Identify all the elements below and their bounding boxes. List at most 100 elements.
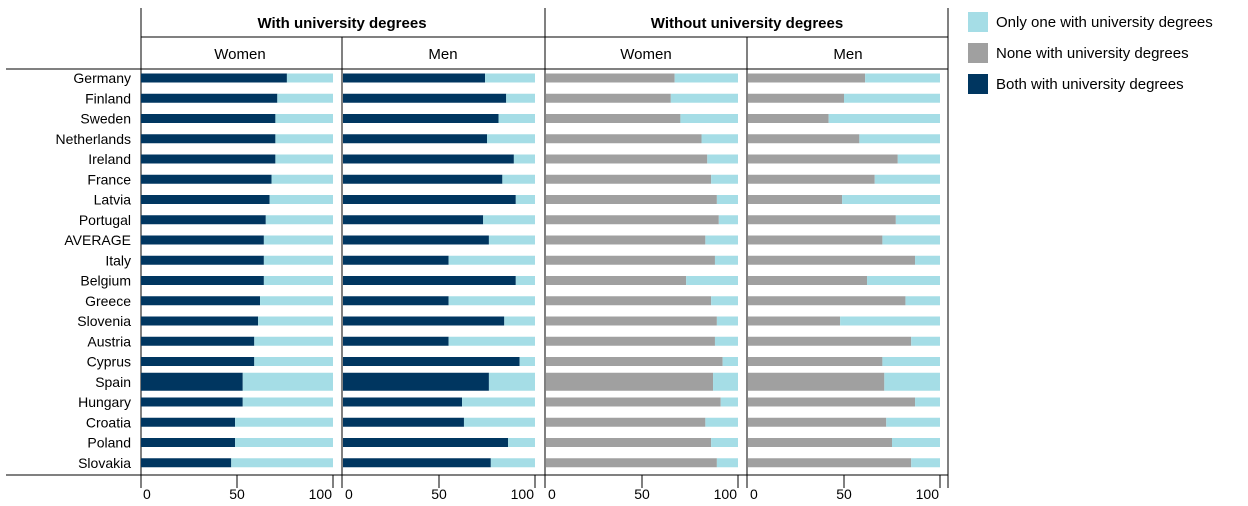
bar-only-one-with-university-degrees-women-spain [242,372,333,391]
bar-only-one-with-university-degrees-men-spain [884,372,940,391]
category-label-portugal: Portugal [79,212,131,228]
bar-only-one-with-university-degrees-men-portugal [483,215,535,225]
bar-only-one-with-university-degrees-women-portugal [718,215,738,225]
bar-none-with-university-degrees-men-finland [748,93,844,103]
x-tick-label: 0 [548,486,556,502]
bar-both-with-university-degrees-women-hungary [141,397,243,407]
bar-none-with-university-degrees-women-spain [546,372,714,391]
category-label-finland: Finland [85,90,131,106]
bar-none-with-university-degrees-women-ireland [546,154,708,164]
bar-only-one-with-university-degrees-women-spain [713,372,738,391]
bar-none-with-university-degrees-women-cyprus [546,357,723,366]
bar-none-with-university-degrees-men-portugal [748,215,896,225]
bar-both-with-university-degrees-women-croatia [141,417,236,427]
category-label-croatia: Croatia [86,414,131,430]
subgroup-label-with-men: Men [428,46,457,63]
bar-none-with-university-degrees-women-croatia [546,417,706,427]
x-tick-label: 100 [511,486,535,502]
x-axis-ticks: 0 50 100 0 50 100 0 50 100 0 50 100 [143,475,941,502]
bar-both-with-university-degrees-women-poland [141,438,236,447]
bar-only-one-with-university-degrees-women-average [705,235,738,245]
bar-none-with-university-degrees-men-sweden [748,114,829,123]
bar-none-with-university-degrees-women-slovakia [546,458,717,468]
category-label-netherlands: Netherlands [56,131,132,147]
bar-both-with-university-degrees-men-spain [343,372,489,391]
bar-none-with-university-degrees-women-hungary [546,397,721,407]
bar-both-with-university-degrees-men-portugal [343,215,484,225]
category-label-latvia: Latvia [94,192,132,208]
bar-none-with-university-degrees-men-latvia [748,195,843,204]
legend-swatch-both-with-university-degrees [968,74,988,94]
bar-only-one-with-university-degrees-men-average [488,235,535,245]
bar-both-with-university-degrees-women-ireland [141,154,276,164]
bar-only-one-with-university-degrees-women-austria [254,336,333,346]
bar-both-with-university-degrees-women-italy [141,255,264,265]
bar-only-one-with-university-degrees-men-netherlands [859,134,940,144]
bar-only-one-with-university-degrees-women-finland [670,93,738,103]
legend-label-none-with-university-degrees: None with university degrees [996,45,1189,62]
bar-none-with-university-degrees-men-germany [748,73,866,83]
legend: Only one with university degrees None wit… [968,12,1213,94]
bar-only-one-with-university-degrees-men-cyprus [519,357,535,366]
x-tick-label: 0 [143,486,151,502]
bar-only-one-with-university-degrees-men-hungary [915,397,940,407]
bar-only-one-with-university-degrees-women-belgium [263,276,333,285]
bar-only-one-with-university-degrees-men-slovenia [504,316,535,326]
bar-none-with-university-degrees-men-average [748,235,883,245]
bar-only-one-with-university-degrees-women-netherlands [275,134,333,144]
bar-only-one-with-university-degrees-men-cyprus [882,357,940,366]
bar-only-one-with-university-degrees-women-sweden [275,114,333,123]
category-label-slovenia: Slovenia [77,313,131,329]
bar-none-with-university-degrees-men-poland [748,438,892,447]
bar-only-one-with-university-degrees-women-slovakia [231,458,333,468]
bars [141,73,940,468]
bar-both-with-university-degrees-women-spain [141,372,243,391]
bar-only-one-with-university-degrees-women-slovenia [258,316,333,326]
bar-both-with-university-degrees-men-slovenia [343,316,505,326]
category-label-ireland: Ireland [88,151,131,167]
bar-both-with-university-degrees-women-average [141,235,264,245]
x-tick-label: 100 [714,486,738,502]
bar-only-one-with-university-degrees-men-average [882,235,940,245]
bar-both-with-university-degrees-men-germany [343,73,486,83]
bar-none-with-university-degrees-women-germany [546,73,675,83]
bar-only-one-with-university-degrees-men-italy [448,255,535,265]
bar-both-with-university-degrees-women-germany [141,73,287,83]
bar-only-one-with-university-degrees-men-belgium [515,276,535,285]
bar-none-with-university-degrees-men-slovenia [748,316,841,326]
bar-only-one-with-university-degrees-men-spain [488,372,535,391]
bar-both-with-university-degrees-men-austria [343,336,449,346]
bar-only-one-with-university-degrees-women-finland [277,93,333,103]
bar-only-one-with-university-degrees-men-netherlands [487,134,535,144]
legend-swatch-only-one-with-university-degrees [968,12,988,32]
category-labels: Germany Finland Sweden Netherlands Ireland Fr… [56,70,132,471]
category-label-germany: Germany [73,70,131,86]
category-label-belgium: Belgium [80,273,131,289]
x-tick-label: 50 [836,486,852,502]
category-label-france: France [87,171,131,187]
bar-only-one-with-university-degrees-women-poland [711,438,738,447]
bar-both-with-university-degrees-men-cyprus [343,357,520,366]
legend-label-only-one-with-university-degrees: Only one with university degrees [996,14,1213,31]
bar-only-one-with-university-degrees-women-netherlands [701,134,738,144]
bar-only-one-with-university-degrees-women-sweden [680,114,738,123]
bar-none-with-university-degrees-women-poland [546,438,712,447]
x-tick-label: 50 [431,486,447,502]
bar-both-with-university-degrees-women-portugal [141,215,266,225]
category-label-spain: Spain [95,374,131,390]
bar-both-with-university-degrees-men-italy [343,255,449,265]
bar-only-one-with-university-degrees-men-latvia [842,195,940,204]
x-tick-label: 50 [229,486,245,502]
bar-none-with-university-degrees-women-france [546,174,712,184]
bar-only-one-with-university-degrees-women-hungary [720,397,738,407]
subgroup-label-with-women: Women [214,46,265,63]
bar-only-one-with-university-degrees-women-croatia [705,417,738,427]
bar-only-one-with-university-degrees-women-greece [260,296,333,306]
bar-only-one-with-university-degrees-women-latvia [269,195,333,204]
bar-only-one-with-university-degrees-men-italy [915,255,940,265]
x-tick-label: 100 [916,486,940,502]
bar-only-one-with-university-degrees-men-greece [448,296,535,306]
bar-none-with-university-degrees-men-netherlands [748,134,860,144]
bar-only-one-with-university-degrees-men-belgium [867,276,940,285]
bar-only-one-with-university-degrees-women-average [263,235,333,245]
